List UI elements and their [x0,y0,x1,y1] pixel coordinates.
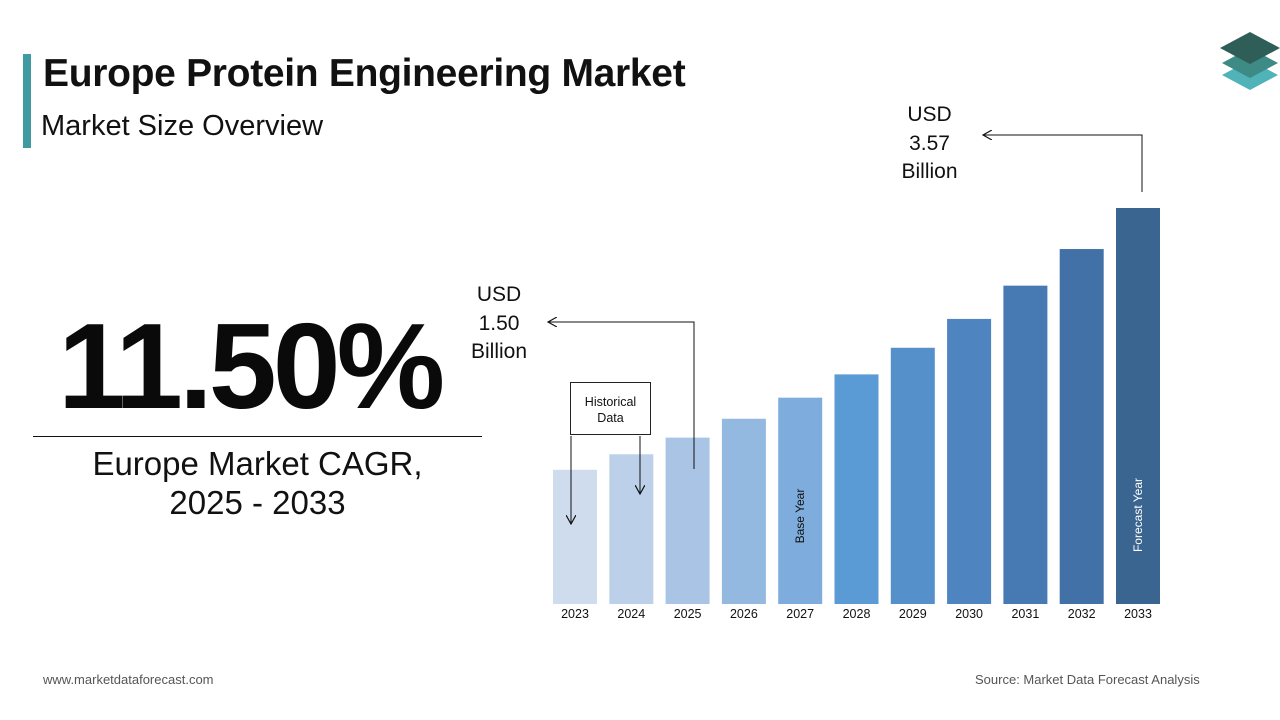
x-tick-label-2029: 2029 [899,607,927,621]
start-value-arrow [548,322,695,469]
bar-2029 [890,347,935,604]
x-tick-label-2024: 2024 [617,607,645,621]
bar-2028 [834,374,879,604]
bar-2026 [721,418,766,604]
base-year-label: Base Year [793,489,807,544]
bar-2033 [1116,208,1160,604]
bar-2025 [665,437,710,604]
cagr-divider [33,436,482,437]
footer-website: www.marketdataforecast.com [43,672,214,687]
start-value-currency: USD [476,283,522,306]
footer-source: Source: Market Data Forecast Analysis [975,672,1200,687]
start-value-amount: 1.50 [478,311,520,335]
forecast-year-label: Forecast Year [1131,478,1145,552]
cagr-value: 11.50% [58,298,445,434]
x-tick-label-2032: 2032 [1068,607,1096,621]
cagr-label-line2: 2025 - 2033 [169,484,346,521]
page-title: Europe Protein Engineering Market [43,52,686,95]
chart-bars [553,208,1160,604]
x-tick-label-2023: 2023 [561,607,589,621]
cagr-label-line1: Europe Market CAGR, [92,445,423,482]
end-value-currency: USD [907,103,952,126]
stacked-layers-icon [1220,32,1280,90]
x-tick-label-2025: 2025 [674,607,702,621]
title-accent-bar [23,54,31,148]
chart-bar-annotations: Base Year Forecast Year [793,478,1145,552]
x-tick-label-2027: 2027 [786,607,814,621]
page-subtitle: Market Size Overview [41,110,324,142]
bar-2023 [553,469,597,604]
start-value-unit: Billion [470,340,528,363]
x-tick-label-2028: 2028 [843,607,871,621]
x-tick-label-2031: 2031 [1011,607,1039,621]
bar-2027 [778,397,823,604]
bar-2032 [1059,249,1104,604]
end-value-amount: 3.57 [909,131,950,155]
x-tick-label-2030: 2030 [955,607,983,621]
bar-2024 [609,454,654,604]
bar-2031 [1003,285,1048,604]
logo-layer-top [1220,32,1280,64]
end-value-callout: USD 3.57 Billion [892,101,967,187]
end-value-arrow [983,135,1143,192]
callout-arrows [548,135,1143,524]
x-tick-label-2026: 2026 [730,607,758,621]
bar-2030 [947,318,992,604]
end-value-unit: Billion [901,160,958,183]
historical-data-line2: Data [597,411,624,425]
historical-data-box: Historical Data [570,382,651,435]
start-value-callout: USD 1.50 Billion [463,281,535,367]
x-tick-label-2033: 2033 [1124,607,1152,621]
historical-data-line1: Historical [584,395,637,409]
cagr-label: Europe Market CAGR, 2025 - 2033 [33,444,482,522]
chart-x-tick-labels: 2023 2024 2025 2026 2027 2028 2029 2030 2031 2032… [561,607,1152,621]
